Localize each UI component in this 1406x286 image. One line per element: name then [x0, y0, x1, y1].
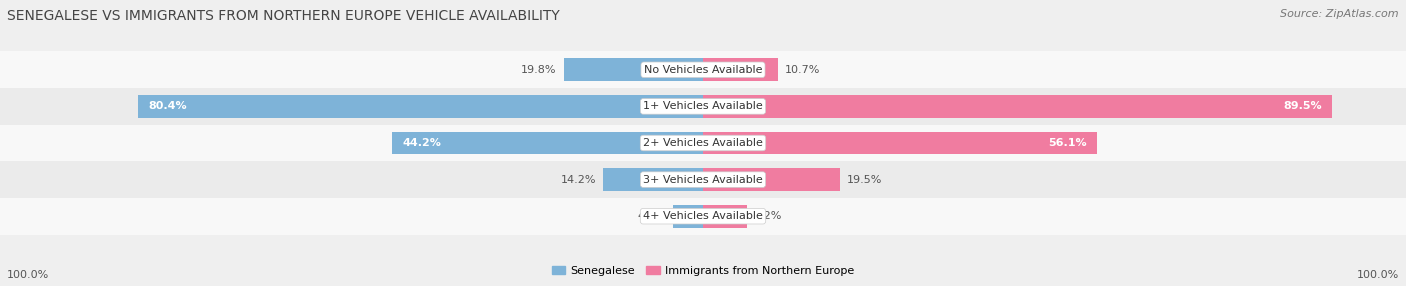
Text: 2+ Vehicles Available: 2+ Vehicles Available [643, 138, 763, 148]
Bar [0, 198, 1406, 235]
Text: No Vehicles Available: No Vehicles Available [644, 65, 762, 75]
Text: 6.2%: 6.2% [754, 211, 782, 221]
Bar [703, 58, 779, 81]
Bar [703, 132, 1098, 154]
Text: 100.0%: 100.0% [7, 270, 49, 280]
Text: 89.5%: 89.5% [1284, 102, 1322, 111]
Text: 10.7%: 10.7% [786, 65, 821, 75]
Text: Source: ZipAtlas.com: Source: ZipAtlas.com [1281, 9, 1399, 19]
Bar [673, 205, 703, 228]
Bar [0, 125, 1406, 161]
Text: 4+ Vehicles Available: 4+ Vehicles Available [643, 211, 763, 221]
Text: 4.3%: 4.3% [637, 211, 666, 221]
Text: 19.8%: 19.8% [522, 65, 557, 75]
Text: 56.1%: 56.1% [1049, 138, 1087, 148]
Bar [392, 132, 703, 154]
Bar [603, 168, 703, 191]
Bar [0, 88, 1406, 125]
Text: SENEGALESE VS IMMIGRANTS FROM NORTHERN EUROPE VEHICLE AVAILABILITY: SENEGALESE VS IMMIGRANTS FROM NORTHERN E… [7, 9, 560, 23]
Text: 100.0%: 100.0% [1357, 270, 1399, 280]
Bar [564, 58, 703, 81]
Text: 3+ Vehicles Available: 3+ Vehicles Available [643, 175, 763, 184]
Bar [703, 205, 747, 228]
Text: 14.2%: 14.2% [561, 175, 596, 184]
Text: 1+ Vehicles Available: 1+ Vehicles Available [643, 102, 763, 111]
Bar [703, 95, 1333, 118]
Bar [0, 161, 1406, 198]
Text: 80.4%: 80.4% [148, 102, 187, 111]
Bar [0, 51, 1406, 88]
Text: 44.2%: 44.2% [404, 138, 441, 148]
Bar [703, 168, 841, 191]
Bar [138, 95, 703, 118]
Text: 19.5%: 19.5% [846, 175, 883, 184]
Legend: Senegalese, Immigrants from Northern Europe: Senegalese, Immigrants from Northern Eur… [547, 261, 859, 280]
